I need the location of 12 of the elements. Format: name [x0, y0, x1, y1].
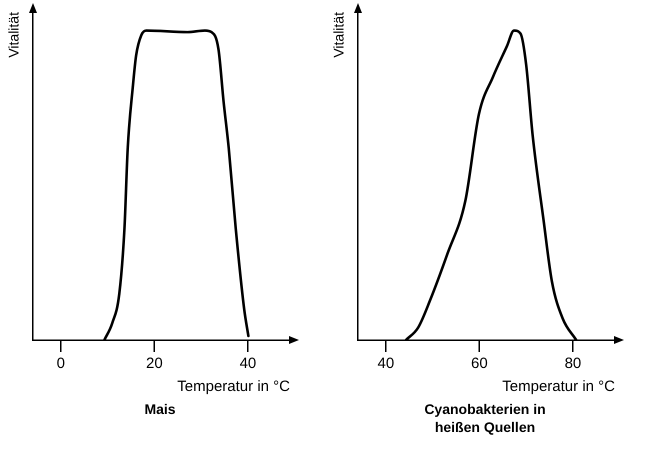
x-tick-label: 60 [471, 355, 488, 372]
x-tick-label: 80 [564, 355, 582, 372]
y-axis-title: Vitalität [330, 12, 346, 58]
x-tick-label: 40 [378, 355, 394, 372]
x-tick-label: 20 [146, 355, 163, 372]
text: Mais [143, 400, 177, 418]
x-axis-title: Temperatur in °C [502, 378, 616, 396]
y-axis-title: Vitalität [5, 12, 22, 58]
text: Cyanobakterien in heißen Quellen [423, 400, 547, 436]
x-tick-label: 40 [240, 355, 256, 372]
x-axis-title: Temperatur in °C [177, 378, 290, 396]
x-tick-label: 0 [56, 355, 66, 372]
